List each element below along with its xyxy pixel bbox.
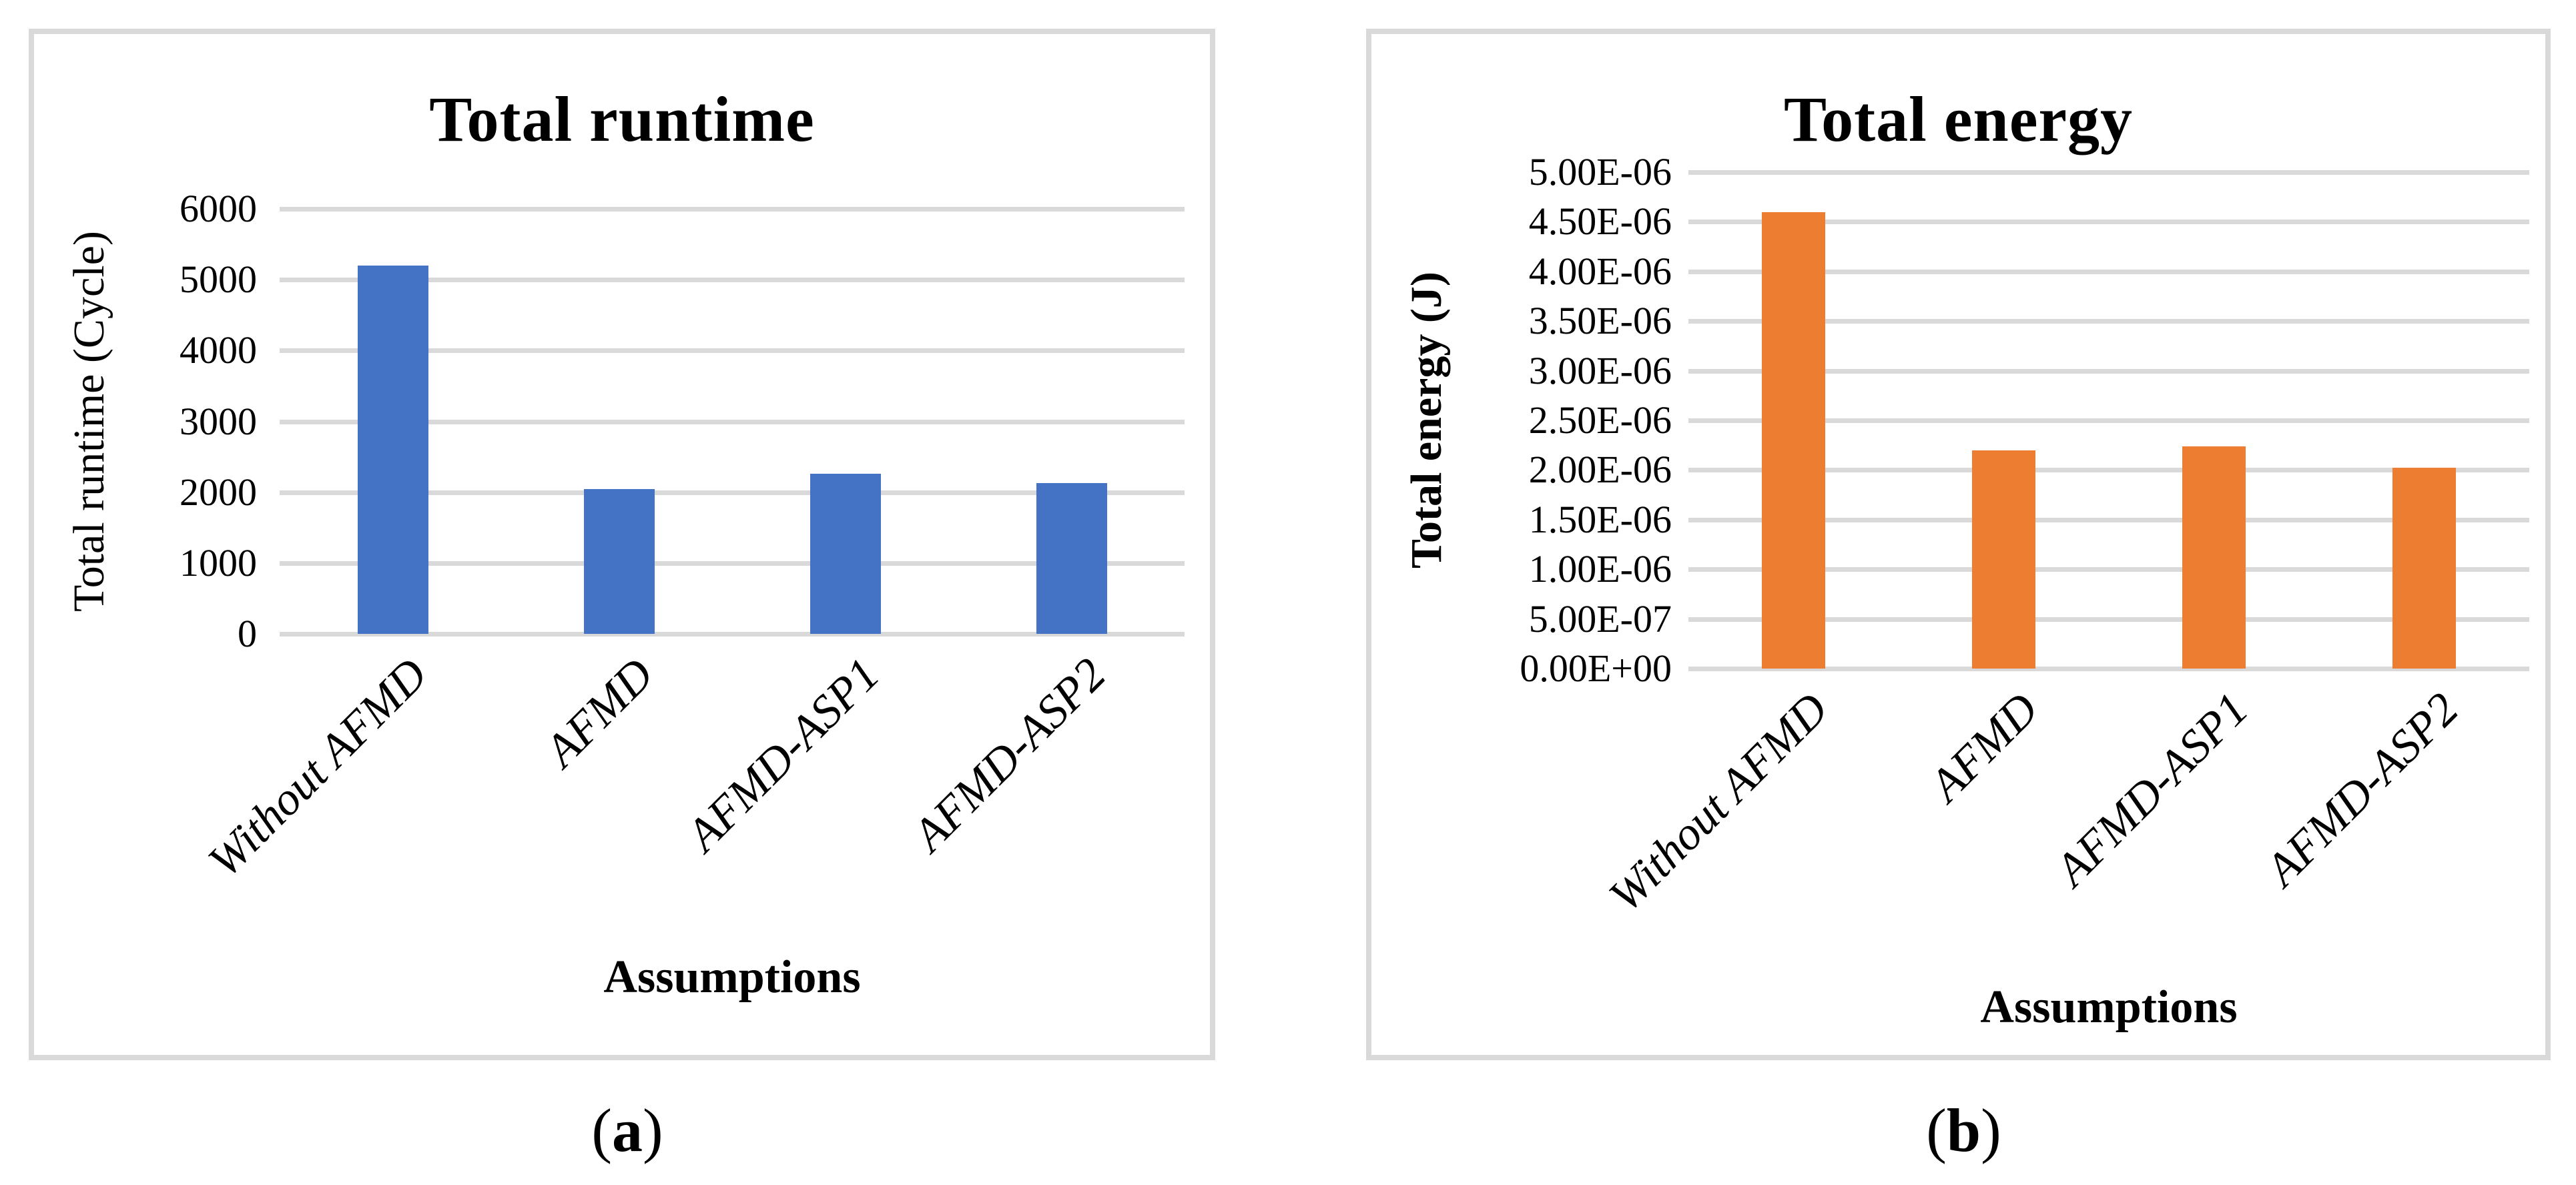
x-category-label: Without AFMD	[1599, 683, 1839, 922]
x-axis-title: Assumptions	[603, 951, 861, 1003]
plot-area	[1688, 170, 2529, 671]
gridline	[1688, 220, 2529, 225]
plot-area	[280, 207, 1185, 637]
y-tick-label: 3.00E-06	[1528, 348, 1672, 392]
gridline	[1688, 368, 2529, 374]
caption-paren-open: (	[591, 1096, 612, 1164]
caption-paren-open: (	[1926, 1096, 1947, 1164]
bar-afmd-asp1	[810, 474, 881, 634]
y-tick-label: 0	[238, 612, 257, 655]
chart-title: Total runtime	[429, 83, 815, 155]
y-tick-label: 1000	[180, 540, 257, 584]
gridline	[1688, 468, 2529, 473]
gridline	[1688, 418, 2529, 423]
x-category-label: AFMD	[535, 649, 664, 777]
x-category-label: AFMD-ASP1	[2045, 683, 2259, 896]
gridline	[1688, 269, 2529, 274]
subfigure-caption-b: (b)	[1366, 1100, 2561, 1161]
gridline	[1688, 667, 2529, 671]
y-tick-label: 4.50E-06	[1528, 200, 1672, 244]
gridline	[280, 490, 1185, 495]
bar-afmd-asp2	[1036, 482, 1107, 634]
x-category-label: AFMD-ASP2	[2256, 683, 2469, 896]
y-tick-label: 3000	[180, 399, 257, 443]
y-tick-label: 1.50E-06	[1528, 497, 1672, 541]
gridline	[1688, 567, 2529, 572]
y-tick-label: 2.00E-06	[1528, 448, 1672, 492]
y-tick-label: 0.00E+00	[1520, 647, 1672, 690]
caption-paren-close: )	[1981, 1096, 2001, 1164]
y-tick-label: 6000	[180, 187, 257, 230]
bar-afmd-asp1	[2182, 446, 2246, 669]
bar-afmd	[583, 489, 655, 634]
y-tick-label: 3.50E-06	[1528, 299, 1672, 343]
y-tick-label: 5.00E-06	[1528, 150, 1672, 193]
gridline	[280, 560, 1185, 566]
x-category-label: Without AFMD	[198, 649, 438, 887]
y-tick-label: 5000	[180, 258, 257, 302]
y-tick-label: 1.00E-06	[1528, 547, 1672, 591]
chart-title: Total energy	[1783, 83, 2134, 155]
gridline	[1688, 617, 2529, 622]
bar-without-afmd	[357, 265, 428, 634]
y-tick-label: 4.00E-06	[1528, 249, 1672, 293]
gridline	[280, 278, 1185, 283]
y-tick-label: 2.50E-06	[1528, 398, 1672, 442]
caption-paren-close: )	[643, 1096, 663, 1164]
caption-letter: a	[612, 1096, 643, 1164]
y-tick-label: 2000	[180, 470, 257, 514]
gridline	[280, 419, 1185, 424]
y-tick-label: 5.00E-07	[1528, 597, 1672, 641]
gridline	[280, 207, 1185, 212]
chart-panel-runtime: Total runtime Total runtime (Cycle) Assu…	[29, 29, 1215, 1060]
gridline	[1688, 517, 2529, 522]
x-category-label: AFMD-ASP1	[677, 649, 890, 861]
bar-afmd-asp2	[2392, 468, 2456, 669]
bar-afmd	[1972, 450, 2035, 669]
bar-without-afmd	[1762, 212, 1825, 669]
gridline	[280, 348, 1185, 354]
y-tick-label: 4000	[180, 328, 257, 372]
x-axis-title: Assumptions	[1980, 981, 2238, 1033]
gridline	[280, 632, 1185, 637]
subfigure-caption-a: (a)	[29, 1100, 1226, 1161]
chart-panel-energy: Total energy Total energy (J) Assumption…	[1366, 29, 2551, 1060]
x-category-label: AFMD	[1920, 683, 2049, 812]
caption-letter: b	[1946, 1096, 1981, 1164]
x-category-label: AFMD-ASP2	[903, 649, 1116, 861]
gridline	[1688, 319, 2529, 324]
gridline	[1688, 170, 2529, 175]
